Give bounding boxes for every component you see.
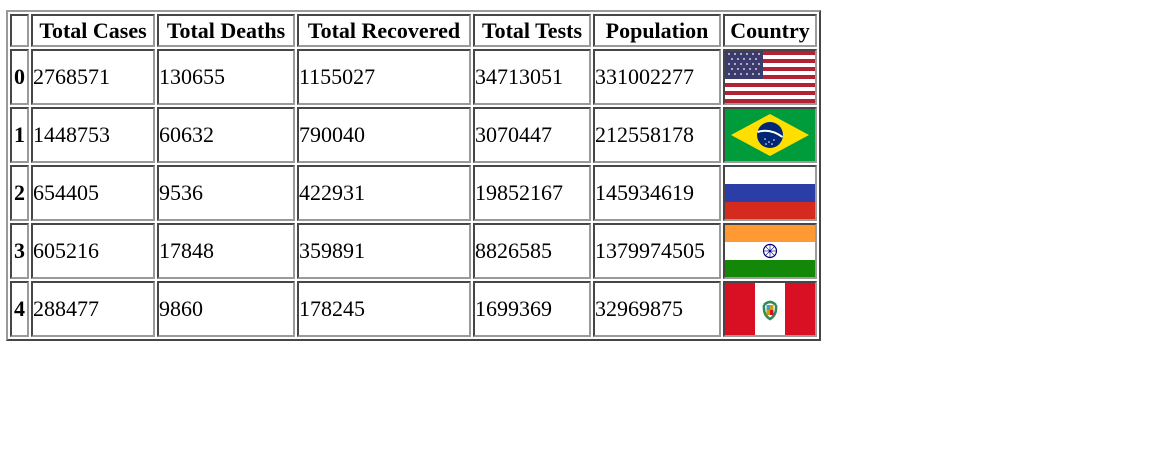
india-flag-icon <box>725 225 815 277</box>
total-cases-header: Total Cases <box>31 14 155 47</box>
country-header: Country <box>723 14 817 47</box>
total-tests-cell: 3070447 <box>473 107 591 163</box>
total-recovered-cell: 790040 <box>297 107 471 163</box>
total-recovered-header: Total Recovered <box>297 14 471 47</box>
total-recovered-cell: 422931 <box>297 165 471 221</box>
peru-flag-icon <box>725 283 815 335</box>
total-tests-cell: 8826585 <box>473 223 591 279</box>
total-deaths-cell: 17848 <box>157 223 295 279</box>
russia-flag-icon <box>725 167 815 219</box>
row-index: 2 <box>10 165 29 221</box>
population-cell: 32969875 <box>593 281 721 337</box>
index-header <box>10 14 29 47</box>
row-index: 4 <box>10 281 29 337</box>
total-tests-cell: 19852167 <box>473 165 591 221</box>
country-cell <box>723 49 817 105</box>
header-row: Total Cases Total Deaths Total Recovered… <box>10 14 817 47</box>
total-cases-cell: 2768571 <box>31 49 155 105</box>
us-flag-icon <box>725 51 815 103</box>
covid-stats-table: Total Cases Total Deaths Total Recovered… <box>6 10 821 341</box>
total-cases-cell: 654405 <box>31 165 155 221</box>
total-cases-cell: 1448753 <box>31 107 155 163</box>
total-deaths-header: Total Deaths <box>157 14 295 47</box>
total-cases-cell: 288477 <box>31 281 155 337</box>
table-row: 0 2768571 130655 1155027 34713051 331002… <box>10 49 817 105</box>
total-recovered-cell: 359891 <box>297 223 471 279</box>
country-cell <box>723 107 817 163</box>
country-cell <box>723 281 817 337</box>
row-index: 0 <box>10 49 29 105</box>
population-cell: 145934619 <box>593 165 721 221</box>
table-row: 3 605216 17848 359891 8826585 1379974505 <box>10 223 817 279</box>
row-index: 3 <box>10 223 29 279</box>
total-cases-cell: 605216 <box>31 223 155 279</box>
population-cell: 331002277 <box>593 49 721 105</box>
table-row: 4 288477 9860 178245 1699369 32969875 <box>10 281 817 337</box>
total-deaths-cell: 9536 <box>157 165 295 221</box>
total-tests-cell: 34713051 <box>473 49 591 105</box>
total-tests-cell: 1699369 <box>473 281 591 337</box>
table-row: 2 654405 9536 422931 19852167 145934619 <box>10 165 817 221</box>
population-cell: 1379974505 <box>593 223 721 279</box>
total-deaths-cell: 130655 <box>157 49 295 105</box>
total-deaths-cell: 60632 <box>157 107 295 163</box>
brazil-flag-icon <box>725 109 815 161</box>
table-row: 1 1448753 60632 790040 3070447 212558178 <box>10 107 817 163</box>
total-tests-header: Total Tests <box>473 14 591 47</box>
row-index: 1 <box>10 107 29 163</box>
population-header: Population <box>593 14 721 47</box>
population-cell: 212558178 <box>593 107 721 163</box>
country-cell <box>723 223 817 279</box>
total-recovered-cell: 178245 <box>297 281 471 337</box>
country-cell <box>723 165 817 221</box>
total-recovered-cell: 1155027 <box>297 49 471 105</box>
total-deaths-cell: 9860 <box>157 281 295 337</box>
